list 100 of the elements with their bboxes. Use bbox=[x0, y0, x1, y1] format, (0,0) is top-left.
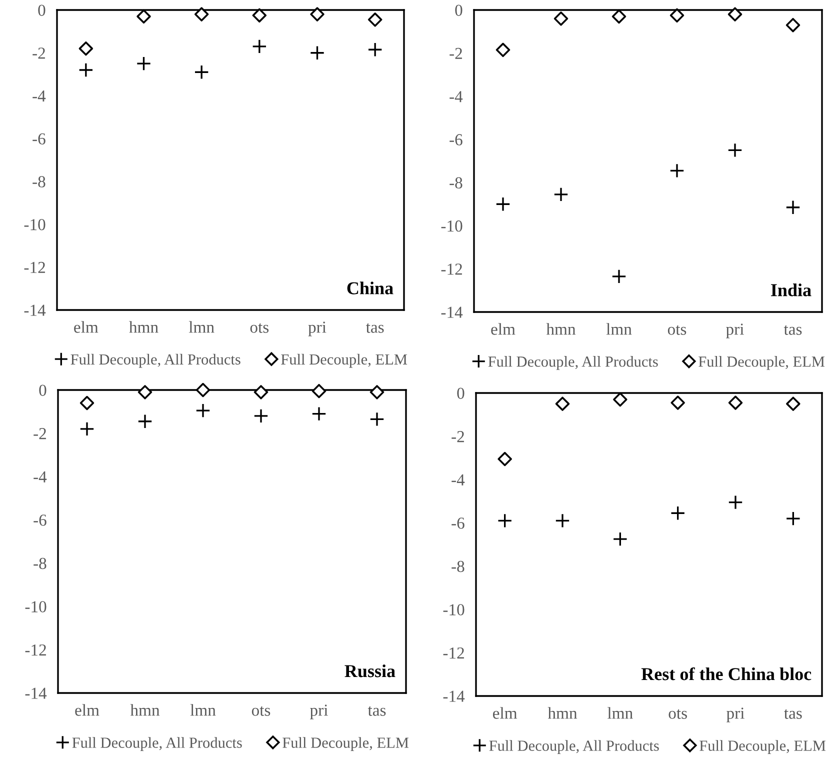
point bbox=[196, 382, 210, 398]
legend-label: Full Decouple, ELM bbox=[282, 737, 409, 751]
y-tick-label: -2 bbox=[452, 431, 464, 442]
point bbox=[498, 452, 512, 466]
y-tick-label: -14 bbox=[24, 304, 46, 316]
y-tick-label: -4 bbox=[452, 474, 465, 486]
point bbox=[670, 163, 684, 178]
y-tick-label: -4 bbox=[450, 91, 463, 102]
x-tick-label: elm bbox=[75, 704, 100, 716]
annotation: India bbox=[771, 284, 812, 296]
point bbox=[555, 513, 570, 528]
x-tick-label: tas bbox=[366, 323, 384, 333]
point bbox=[254, 408, 268, 424]
x-tick-label: tas bbox=[784, 709, 802, 719]
point bbox=[786, 200, 800, 215]
point bbox=[194, 64, 210, 80]
x-tick-label: lmn bbox=[188, 321, 214, 333]
point bbox=[312, 384, 326, 398]
point bbox=[786, 396, 800, 411]
x-tick-label: elm bbox=[492, 707, 518, 719]
point bbox=[80, 396, 94, 410]
legend-label: Full Decouple, All Products bbox=[488, 356, 658, 370]
x-tick-label: ots bbox=[668, 325, 686, 335]
point bbox=[728, 494, 743, 510]
point bbox=[254, 385, 268, 400]
point bbox=[728, 7, 742, 22]
point bbox=[252, 39, 267, 54]
x-tick-label: tas bbox=[784, 325, 802, 335]
y-tick-label: -10 bbox=[441, 220, 462, 232]
point bbox=[786, 511, 801, 526]
point bbox=[312, 406, 326, 422]
x-tick-label: elm bbox=[74, 321, 98, 333]
point bbox=[612, 532, 628, 547]
point bbox=[728, 396, 743, 410]
y-tick-label: -12 bbox=[24, 262, 45, 273]
x-tick-label: tas bbox=[368, 706, 386, 716]
point bbox=[310, 7, 324, 22]
point bbox=[612, 268, 626, 284]
x-tick-label: pri bbox=[726, 708, 744, 722]
x-tick-label: lmn bbox=[606, 323, 632, 335]
y-tick-label: -4 bbox=[34, 471, 47, 482]
y-tick-label: -10 bbox=[443, 604, 464, 616]
point bbox=[138, 385, 152, 400]
x-tick-label: pri bbox=[310, 704, 328, 720]
point bbox=[670, 506, 686, 521]
legend-label: Full Decouple, All Products bbox=[489, 740, 659, 754]
x-tick-label: pri bbox=[726, 324, 744, 338]
point bbox=[136, 9, 151, 24]
y-tick-label: -8 bbox=[34, 558, 46, 570]
annotation: Russia bbox=[344, 664, 396, 678]
y-tick-label: 0 bbox=[39, 384, 46, 396]
point bbox=[670, 8, 684, 23]
y-tick-label: 0 bbox=[457, 388, 464, 399]
y-tick-label: -8 bbox=[450, 177, 462, 189]
y-tick-label: -14 bbox=[441, 306, 463, 318]
y-tick-label: -6 bbox=[450, 134, 462, 146]
point bbox=[554, 187, 568, 202]
x-tick-label: hmn bbox=[130, 704, 160, 716]
x-tick-label: lmn bbox=[190, 704, 216, 716]
y-tick-label: -6 bbox=[34, 514, 46, 526]
x-tick-label: hmn bbox=[546, 323, 576, 335]
y-tick-label: -8 bbox=[452, 560, 464, 572]
annotation: Rest of the China bloc bbox=[641, 667, 812, 680]
point bbox=[310, 45, 325, 60]
y-tick-label: -14 bbox=[25, 688, 47, 699]
point bbox=[368, 42, 383, 58]
legend-label: Full Decouple, ELM bbox=[700, 740, 826, 754]
legend-label: Full Decouple, ELM bbox=[281, 354, 408, 368]
y-tick-label: -12 bbox=[443, 647, 464, 658]
point bbox=[555, 396, 570, 411]
y-tick-label: -2 bbox=[34, 428, 46, 440]
x-tick-label: ots bbox=[250, 323, 269, 333]
point bbox=[728, 142, 742, 158]
y-tick-label: -12 bbox=[25, 644, 46, 656]
point bbox=[612, 9, 626, 24]
y-tick-label: -2 bbox=[450, 48, 462, 59]
y-tick-label: -10 bbox=[25, 601, 46, 612]
y-tick-label: -4 bbox=[32, 90, 46, 102]
x-tick-label: ots bbox=[668, 709, 687, 719]
point bbox=[196, 403, 210, 418]
point bbox=[78, 62, 94, 78]
y-tick-label: -10 bbox=[24, 218, 46, 230]
point bbox=[497, 513, 512, 528]
point bbox=[370, 412, 384, 427]
y-tick-label: 0 bbox=[455, 4, 462, 16]
point bbox=[786, 18, 800, 32]
x-tick-label: hmn bbox=[129, 321, 158, 333]
point bbox=[78, 41, 94, 56]
point bbox=[368, 12, 382, 27]
annotation: China bbox=[347, 282, 394, 294]
y-tick-label: -6 bbox=[32, 133, 46, 145]
point bbox=[138, 414, 152, 429]
y-tick-label: -14 bbox=[443, 690, 465, 702]
point bbox=[496, 42, 510, 58]
y-tick-label: -6 bbox=[452, 518, 464, 529]
legend-label: Full Decouple, All Products bbox=[70, 354, 240, 368]
point bbox=[613, 392, 628, 407]
point bbox=[496, 196, 510, 212]
x-tick-label: elm bbox=[491, 323, 516, 335]
y-tick-label: 0 bbox=[38, 4, 46, 16]
